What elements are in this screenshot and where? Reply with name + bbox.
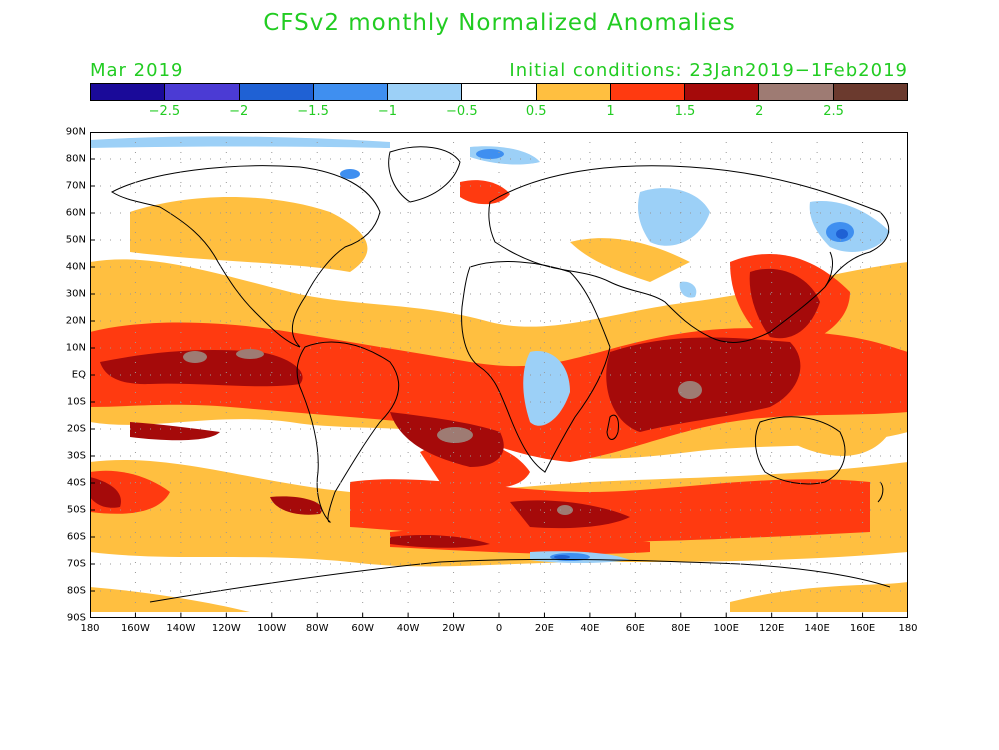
new-zealand-outline — [877, 481, 884, 503]
colorbar-segment — [462, 84, 537, 100]
latitude-label: 10S — [66, 396, 86, 408]
longitude-label: 60E — [625, 623, 645, 634]
continent-outlines — [110, 146, 891, 603]
longitude-label: 40E — [580, 623, 600, 634]
longitude-label: 140W — [166, 623, 196, 634]
longitude-label: 20E — [534, 623, 554, 634]
colorbar-segment — [685, 84, 760, 100]
longitude-label: 20W — [442, 623, 465, 634]
colorbar-label: 2.5 — [823, 104, 844, 119]
longitude-label: 60W — [351, 623, 374, 634]
colorbar-segment — [239, 84, 314, 100]
antarctica-outline — [149, 558, 891, 603]
anomaly-field-darkred — [90, 268, 820, 548]
colorbar-segment — [536, 84, 611, 100]
latitude-label: 40N — [65, 261, 86, 273]
colorbar-segment — [833, 84, 907, 100]
colorbar-segment — [610, 84, 686, 100]
latitude-label: 10N — [65, 342, 86, 354]
africa-outline — [461, 261, 611, 473]
latitude-label: 60N — [65, 207, 86, 219]
colorbar-label: 0.5 — [525, 104, 547, 119]
colorbar-segment — [313, 84, 389, 100]
colorbar-label: −2 — [229, 104, 249, 119]
anomaly-field-darkblue — [554, 229, 848, 559]
longitude-label: 180 — [898, 623, 918, 634]
latitude-label: 90N — [65, 126, 86, 138]
latitude-label: 60S — [66, 531, 86, 543]
longitude-label: 80E — [671, 623, 691, 634]
latitude-label: 90S — [66, 612, 86, 624]
madagascar-outline — [606, 414, 619, 440]
latitude-label: 80N — [65, 153, 86, 165]
colorbar-segment — [165, 84, 240, 100]
longitude-label: 100E — [713, 623, 739, 634]
colorbar-label: 1 — [606, 104, 615, 119]
australia-outline — [754, 416, 846, 485]
longitude-label: 80W — [305, 623, 329, 634]
longitude-label: 140E — [804, 623, 830, 634]
colorbar-label: −0.5 — [446, 104, 478, 119]
latitude-label: 30N — [65, 288, 86, 300]
japan-outline — [824, 251, 833, 288]
colorbar — [90, 83, 908, 101]
colorbar-segment — [759, 84, 834, 100]
latitude-label: 80S — [66, 585, 86, 597]
colorbar-segment — [388, 84, 463, 100]
initial-conditions-label: Initial conditions: 23Jan2019−1Feb2019 — [509, 60, 908, 81]
colorbar-segment — [91, 84, 166, 100]
colorbar-label: −2.5 — [148, 104, 181, 119]
latitude-label: 70N — [65, 180, 86, 192]
colorbar-label: −1 — [377, 104, 398, 119]
longitude-label: 0 — [495, 623, 503, 634]
anomaly-map — [90, 132, 908, 618]
longitude-label: 120W — [211, 623, 241, 634]
longitude-label: 160E — [849, 623, 876, 634]
anomaly-field-brown — [183, 349, 702, 515]
longitude-label: 120E — [758, 623, 785, 634]
map-title: CFSv2 monthly Normalized Anomalies — [263, 10, 736, 36]
latitude-label: 40S — [66, 477, 86, 489]
latitude-label: 70S — [66, 558, 86, 570]
latitude-label: 50S — [66, 504, 86, 516]
longitude-label: 160W — [120, 623, 150, 634]
latitude-label: 50N — [65, 234, 86, 246]
south-america-outline — [296, 341, 400, 523]
latitude-label: 30S — [66, 450, 86, 462]
axis-ticks — [90, 132, 908, 618]
latitude-label: 20S — [66, 423, 86, 435]
valid-month-label: Mar 2019 — [90, 60, 184, 81]
north-america-outline — [110, 165, 381, 348]
longitude-label: 40W — [396, 623, 420, 634]
greenland-outline — [388, 146, 461, 203]
colorbar-label: 2 — [755, 104, 764, 119]
latitude-label: EQ — [71, 369, 86, 381]
colorbar-labels: −2.5 −2 −1.5 −1 −0.5 0.5 1 1.5 2 2.5 — [90, 104, 908, 122]
longitude-label: 180 — [80, 623, 100, 634]
longitude-label: 100W — [257, 623, 287, 634]
latitude-label: 20N — [65, 315, 86, 327]
colorbar-label: −1.5 — [297, 104, 329, 119]
colorbar-label: 1.5 — [674, 104, 696, 119]
